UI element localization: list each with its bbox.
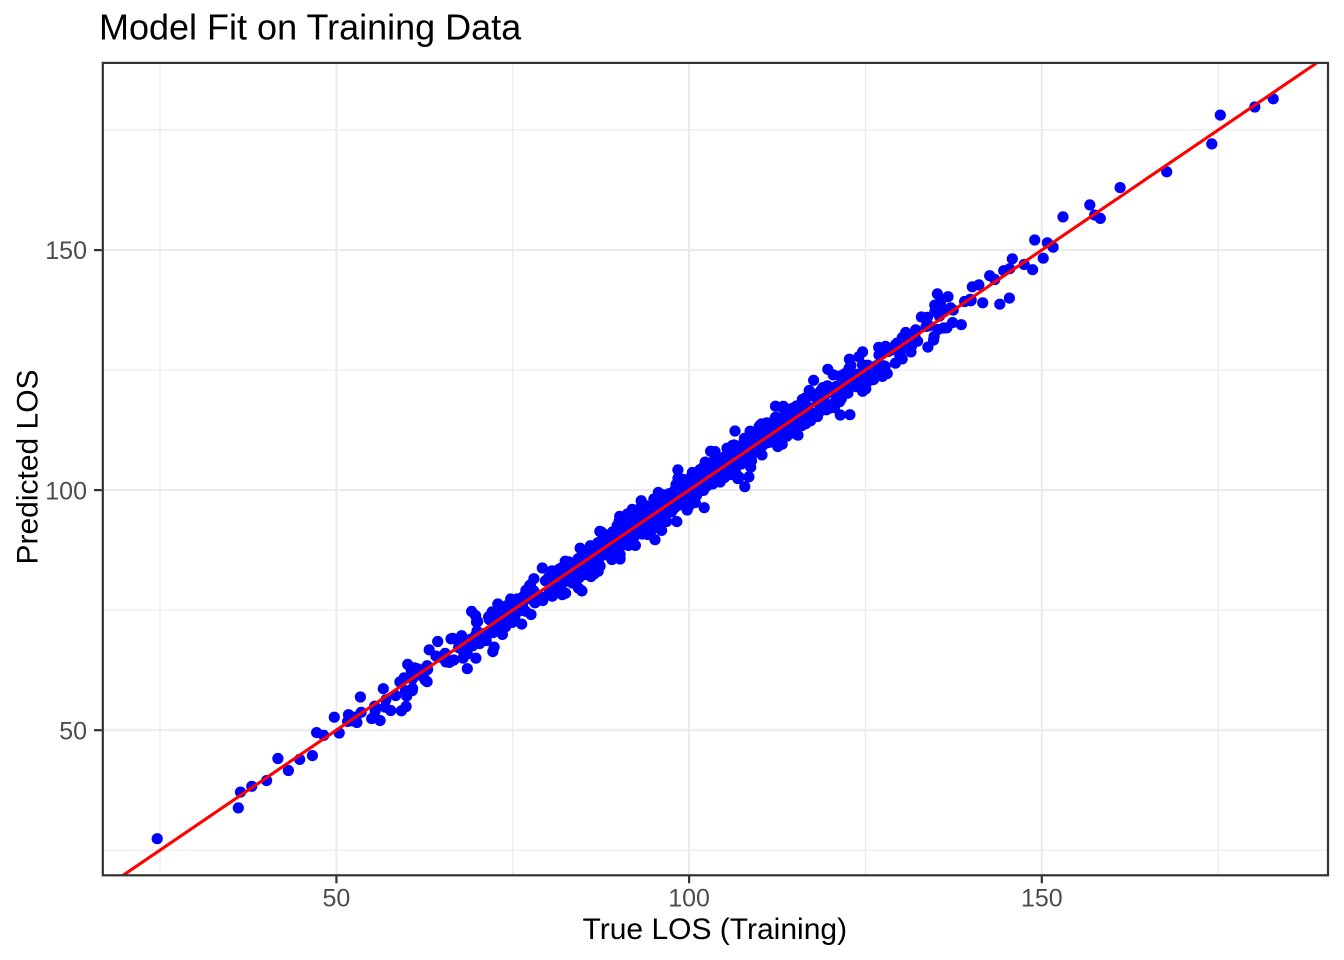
svg-text:True LOS (Training): True LOS (Training)	[583, 913, 848, 946]
svg-text:Model Fit on Training Data: Model Fit on Training Data	[99, 7, 522, 48]
svg-text:Predicted LOS: Predicted LOS	[12, 369, 45, 564]
svg-text:150: 150	[45, 237, 87, 265]
svg-text:50: 50	[59, 717, 87, 745]
svg-text:100: 100	[45, 477, 87, 505]
svg-text:50: 50	[322, 885, 350, 913]
svg-text:150: 150	[1021, 885, 1063, 913]
svg-text:100: 100	[668, 885, 710, 913]
